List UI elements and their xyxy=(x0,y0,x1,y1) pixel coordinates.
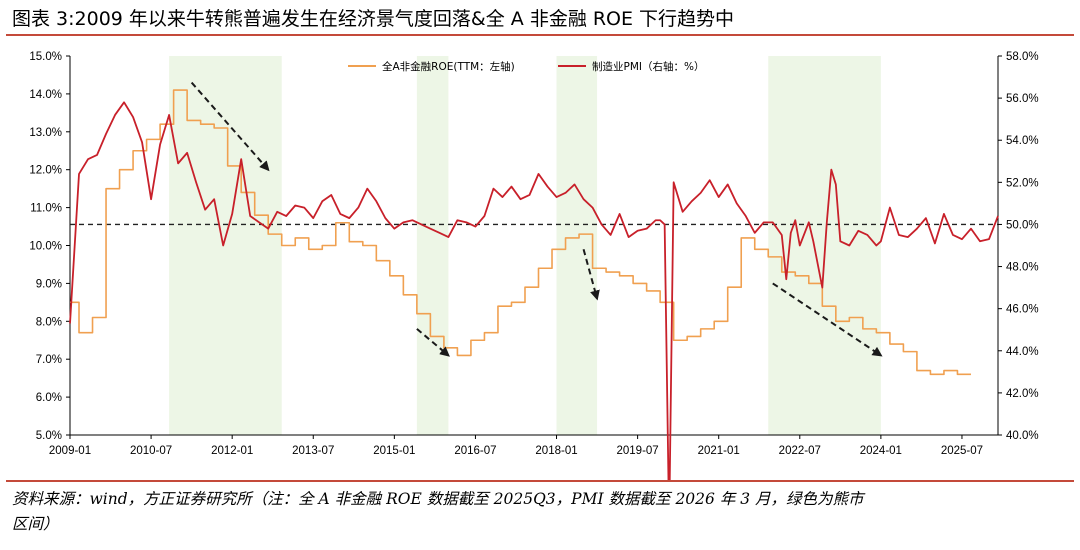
x-tick-label: 2019-07 xyxy=(617,445,659,457)
bear-market-band xyxy=(169,56,282,435)
right-tick-label: 58.0% xyxy=(1006,51,1039,63)
source-note: 资料来源：wind，方正证券研究所（注：全 A 非金融 ROE 数据截至 202… xyxy=(12,487,1072,537)
left-tick-label: 12.0% xyxy=(29,165,62,177)
source-rule xyxy=(6,480,1074,482)
source-line-1: 资料来源：wind，方正证券研究所（注：全 A 非金融 ROE 数据截至 202… xyxy=(12,490,864,508)
x-tick-label: 2022-07 xyxy=(779,445,821,457)
roe-line xyxy=(70,89,971,376)
x-tick-label: 2021-01 xyxy=(698,445,740,457)
bear-market-band xyxy=(416,56,449,435)
source-line-2: 区间） xyxy=(12,515,59,533)
right-tick-label: 56.0% xyxy=(1006,93,1039,105)
series-lines xyxy=(69,89,999,480)
right-tick-label: 40.0% xyxy=(1006,430,1039,442)
right-tick-label: 48.0% xyxy=(1006,262,1039,274)
left-tick-label: 8.0% xyxy=(36,316,62,328)
left-tick-label: 14.0% xyxy=(29,89,62,101)
x-tick-label: 2015-01 xyxy=(373,445,415,457)
x-tick-label: 2012-01 xyxy=(211,445,253,457)
left-tick-label: 10.0% xyxy=(29,241,62,253)
left-tick-label: 6.0% xyxy=(36,392,62,404)
x-tick-label: 2009-01 xyxy=(49,445,91,457)
trend-arrow xyxy=(416,328,450,357)
bear-market-band xyxy=(556,56,598,435)
bear-market-shading xyxy=(169,56,881,435)
trend-arrow xyxy=(772,282,883,357)
chart-title: 图表 3:2009 年以来牛转熊普遍发生在经济景气度回落&全 A 非金融 ROE… xyxy=(12,8,735,30)
right-tick-label: 54.0% xyxy=(1006,135,1039,147)
trend-arrows xyxy=(190,81,883,357)
right-tick-label: 50.0% xyxy=(1006,219,1039,231)
right-tick-label: 52.0% xyxy=(1006,177,1039,189)
x-tick-label: 2025-07 xyxy=(941,445,983,457)
x-tick-label: 2016-07 xyxy=(454,445,496,457)
left-tick-label: 15.0% xyxy=(29,51,62,63)
right-tick-label: 44.0% xyxy=(1006,346,1039,358)
x-tick-label: 2024-01 xyxy=(860,445,902,457)
left-tick-label: 5.0% xyxy=(36,430,62,442)
left-tick-label: 11.0% xyxy=(30,203,62,215)
left-tick-label: 13.0% xyxy=(29,127,62,139)
left-tick-label: 7.0% xyxy=(36,354,62,366)
chart-area: 5.0% 6.0% 7.0% 8.0% 9.0% 10.0% 11.0% 12.0% 13.0%… xyxy=(29,51,1039,480)
x-tick-label: 2010-07 xyxy=(130,445,172,457)
left-tick-label: 9.0% xyxy=(36,278,62,290)
axis-ticks: 5.0% 6.0% 7.0% 8.0% 9.0% 10.0% 11.0% 12.0% 13.0%… xyxy=(29,51,1038,457)
pmi-line xyxy=(69,101,999,480)
x-tick-label: 2018-01 xyxy=(535,445,577,457)
right-tick-label: 42.0% xyxy=(1006,388,1039,400)
legend-roe-label: 全A非金融ROE(TTM：左轴) xyxy=(382,60,515,73)
right-tick-label: 46.0% xyxy=(1006,304,1039,316)
x-tick-label: 2013-07 xyxy=(292,445,334,457)
trend-arrow xyxy=(582,249,600,301)
title-rule xyxy=(6,34,1074,36)
legend: 全A非金融ROE(TTM：左轴) 制造业PMI（右轴：%） xyxy=(348,60,704,73)
legend-pmi-label: 制造业PMI（右轴：%） xyxy=(592,60,704,73)
